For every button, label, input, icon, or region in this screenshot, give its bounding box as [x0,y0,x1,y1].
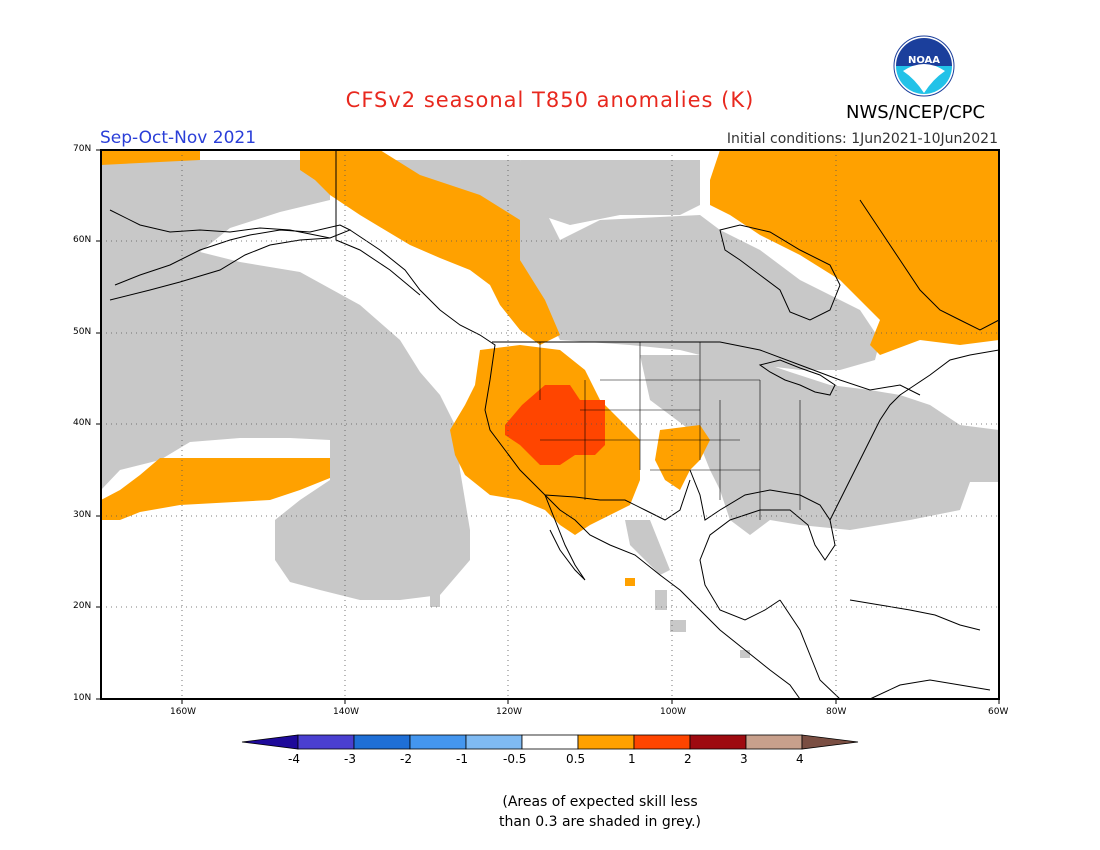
coastline-south-america [869,679,991,699]
lat-label-50n: 50N [73,327,92,337]
lat-label-10n: 10N [73,693,92,703]
svg-text:NOAA: NOAA [908,55,940,66]
noaa-logo: NOAA [893,35,955,97]
coastline-hudson-bay [719,224,841,321]
skill-mask-north-pacific [101,160,470,600]
colorbar-label-3: 3 [740,752,748,766]
skill-note-line-2: than 0.3 are shaded in grey.) [498,814,701,830]
boundary-canada-us [492,341,921,396]
initial-conditions-label: Initial conditions: 1Jun2021-10Jun2021 [726,131,998,147]
great-lakes [758,359,836,396]
anomaly-mexico-pixel [625,578,635,586]
anomaly-southern-plains [655,425,710,490]
season-label: Sep-Oct-Nov 2021 [100,128,257,148]
agency-label: NWS/NCEP/CPC [846,102,986,123]
coastline-east-us [829,349,999,521]
skill-mask-eastern-us [640,355,999,535]
skill-mask-central-america-patch [740,650,750,658]
colorbar-label-0-5: 0.5 [566,752,586,766]
coastline-caribbean [849,599,981,631]
coastline-alaska-north [109,209,331,239]
coastline-gulf-mexico [689,469,836,621]
anomaly-great-basin-core [505,385,605,465]
lon-label-100w: 100W [660,707,687,717]
colorbar-label-minus1: -1 [456,752,468,766]
lon-label-60w: 60W [988,707,1009,717]
skill-note: (Areas of expected skill less than 0.3 a… [400,792,800,832]
coastline-alaska [109,224,352,301]
colorbar-label-2: 2 [684,752,692,766]
skill-mask-pacific-patch [655,590,667,610]
lon-label-160w: 160W [170,707,197,717]
state-lines [539,342,801,520]
boundary-us-mexico [544,479,691,521]
colorbar-label-minus2: -2 [400,752,412,766]
skill-note-line-1: (Areas of expected skill less [502,794,698,810]
skill-mask-arctic-coast [520,160,700,225]
coastline-baja [544,494,586,581]
skill-mask-mexico-patch [625,520,670,575]
lat-label-20n: 20N [73,601,92,611]
lon-label-140w: 140W [333,707,360,717]
anomaly-north-pacific-band [101,458,330,520]
coastline-central-america [779,599,841,699]
colorbar-label-minus0-5: -0.5 [503,752,527,766]
lat-label-30n: 30N [73,510,92,520]
colorbar-label-minus3: -3 [344,752,356,766]
skill-mask-bahamas-patch [430,595,440,607]
lon-label-80w: 80W [826,707,847,717]
anomaly-arctic-northwest [101,150,200,165]
colorbar-label-minus4: -4 [288,752,300,766]
boundary-alaska-canada [335,150,421,296]
lat-label-60n: 60N [73,235,92,245]
skill-mask-gulf-patch [670,620,686,632]
coastline-labrador [859,199,999,331]
lat-label-40n: 40N [73,418,92,428]
chart-title: CFSv2 seasonal T850 anomalies (K) [345,88,755,112]
coastline-pacific-nw [349,229,801,699]
anomaly-northeast-canada [710,150,999,355]
colorbar-label-1: 1 [628,752,636,766]
lat-label-70n: 70N [73,144,92,154]
lon-label-120w: 120W [496,707,523,717]
anomaly-mackenzie-band [300,150,560,345]
colorbar-label-4: 4 [796,752,804,766]
